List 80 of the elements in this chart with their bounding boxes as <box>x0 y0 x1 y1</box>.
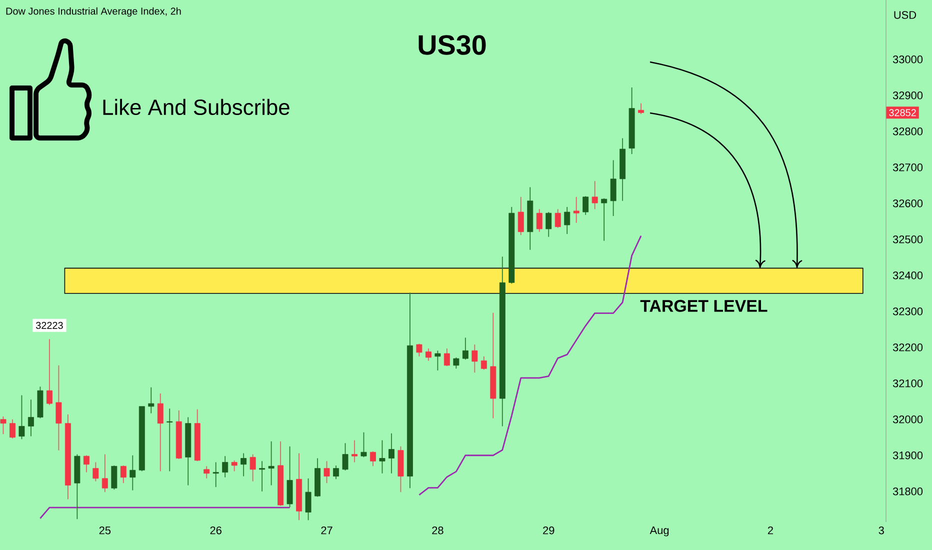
candlestick <box>268 440 274 486</box>
y-tick-label: 31800 <box>892 488 923 496</box>
candlestick <box>564 206 570 234</box>
candlestick <box>352 440 358 463</box>
candlestick <box>204 466 210 479</box>
candlestick <box>434 350 441 371</box>
candlestick <box>462 337 468 360</box>
y-axis-title: USD <box>894 11 916 19</box>
candlestick <box>102 454 108 493</box>
candlestick <box>536 208 542 232</box>
candlestick <box>554 208 561 228</box>
candlestick <box>425 348 432 362</box>
annotation: Like And Subscribe <box>103 98 290 116</box>
y-tick-label: 32500 <box>892 236 923 244</box>
candlestick <box>83 454 90 473</box>
candlestick <box>259 460 266 492</box>
x-tick-label: 26 <box>210 526 222 534</box>
candlestick <box>111 465 118 490</box>
y-tick-label: 32100 <box>892 380 923 388</box>
candlestick <box>305 478 312 521</box>
candlestick <box>166 408 173 472</box>
candlestick <box>46 338 52 406</box>
candlestick <box>388 432 394 474</box>
candlestick <box>610 160 616 216</box>
annotation: 32223 <box>36 322 63 329</box>
x-tick-label: Aug <box>650 526 669 536</box>
candlestick <box>360 432 367 458</box>
y-tick-label: 32300 <box>892 308 923 316</box>
x-tick-label: 28 <box>432 526 444 534</box>
candlestick <box>333 465 339 480</box>
candlestick <box>416 343 422 357</box>
candlestick <box>231 460 238 472</box>
y-tick-label: 32000 <box>892 416 923 424</box>
candlestick <box>601 198 608 242</box>
candlestick <box>582 196 589 216</box>
y-tick-label: 32700 <box>892 164 923 172</box>
candlestick <box>130 454 136 491</box>
y-tick-label: 32800 <box>892 128 923 136</box>
candlestick <box>472 344 478 374</box>
candlestick <box>342 442 348 471</box>
y-tick-label: 32400 <box>892 272 923 280</box>
y-tick-label: 33000 <box>892 56 923 64</box>
candlestick <box>148 386 154 414</box>
candlestick <box>638 102 644 115</box>
y-tick-label: 32900 <box>892 92 923 100</box>
candlestick <box>222 456 228 478</box>
candlestick <box>370 450 376 467</box>
y-tick-label: 32200 <box>892 344 923 352</box>
text: Dow Jones Industrial Average Index, 2h <box>6 7 181 17</box>
candlestick <box>157 393 164 472</box>
candlestick <box>518 196 524 236</box>
x-tick-label: 27 <box>321 526 332 534</box>
candlestick <box>240 452 247 477</box>
candlestick <box>250 454 256 482</box>
x-tick-label: 29 <box>543 526 554 534</box>
candlestick <box>453 357 460 370</box>
candlestick <box>592 180 598 210</box>
y-tick-label: 32600 <box>892 200 923 208</box>
candlestick <box>444 348 450 367</box>
candlestick <box>324 460 330 484</box>
candlestick <box>546 212 552 238</box>
x-tick-label: 3 <box>878 526 884 534</box>
y-tick-label: 31900 <box>892 452 923 460</box>
candlestick <box>92 462 99 482</box>
candlestick <box>286 446 293 508</box>
candlestick <box>379 440 386 474</box>
candlestick <box>212 462 219 488</box>
x-tick-label: 2 <box>768 526 773 534</box>
text: US30 <box>418 35 486 55</box>
candlestick <box>0 416 6 435</box>
candlestick <box>120 465 126 484</box>
candlestick <box>56 364 62 451</box>
candlestick <box>18 394 25 440</box>
candlestick <box>28 399 34 437</box>
candlestick <box>573 196 580 224</box>
x-tick-label: 25 <box>99 526 111 534</box>
candlestick <box>10 418 16 439</box>
band-label: TARGET LEVEL <box>640 300 768 312</box>
annotation: 32852 <box>889 109 916 116</box>
candlestick <box>480 356 487 370</box>
